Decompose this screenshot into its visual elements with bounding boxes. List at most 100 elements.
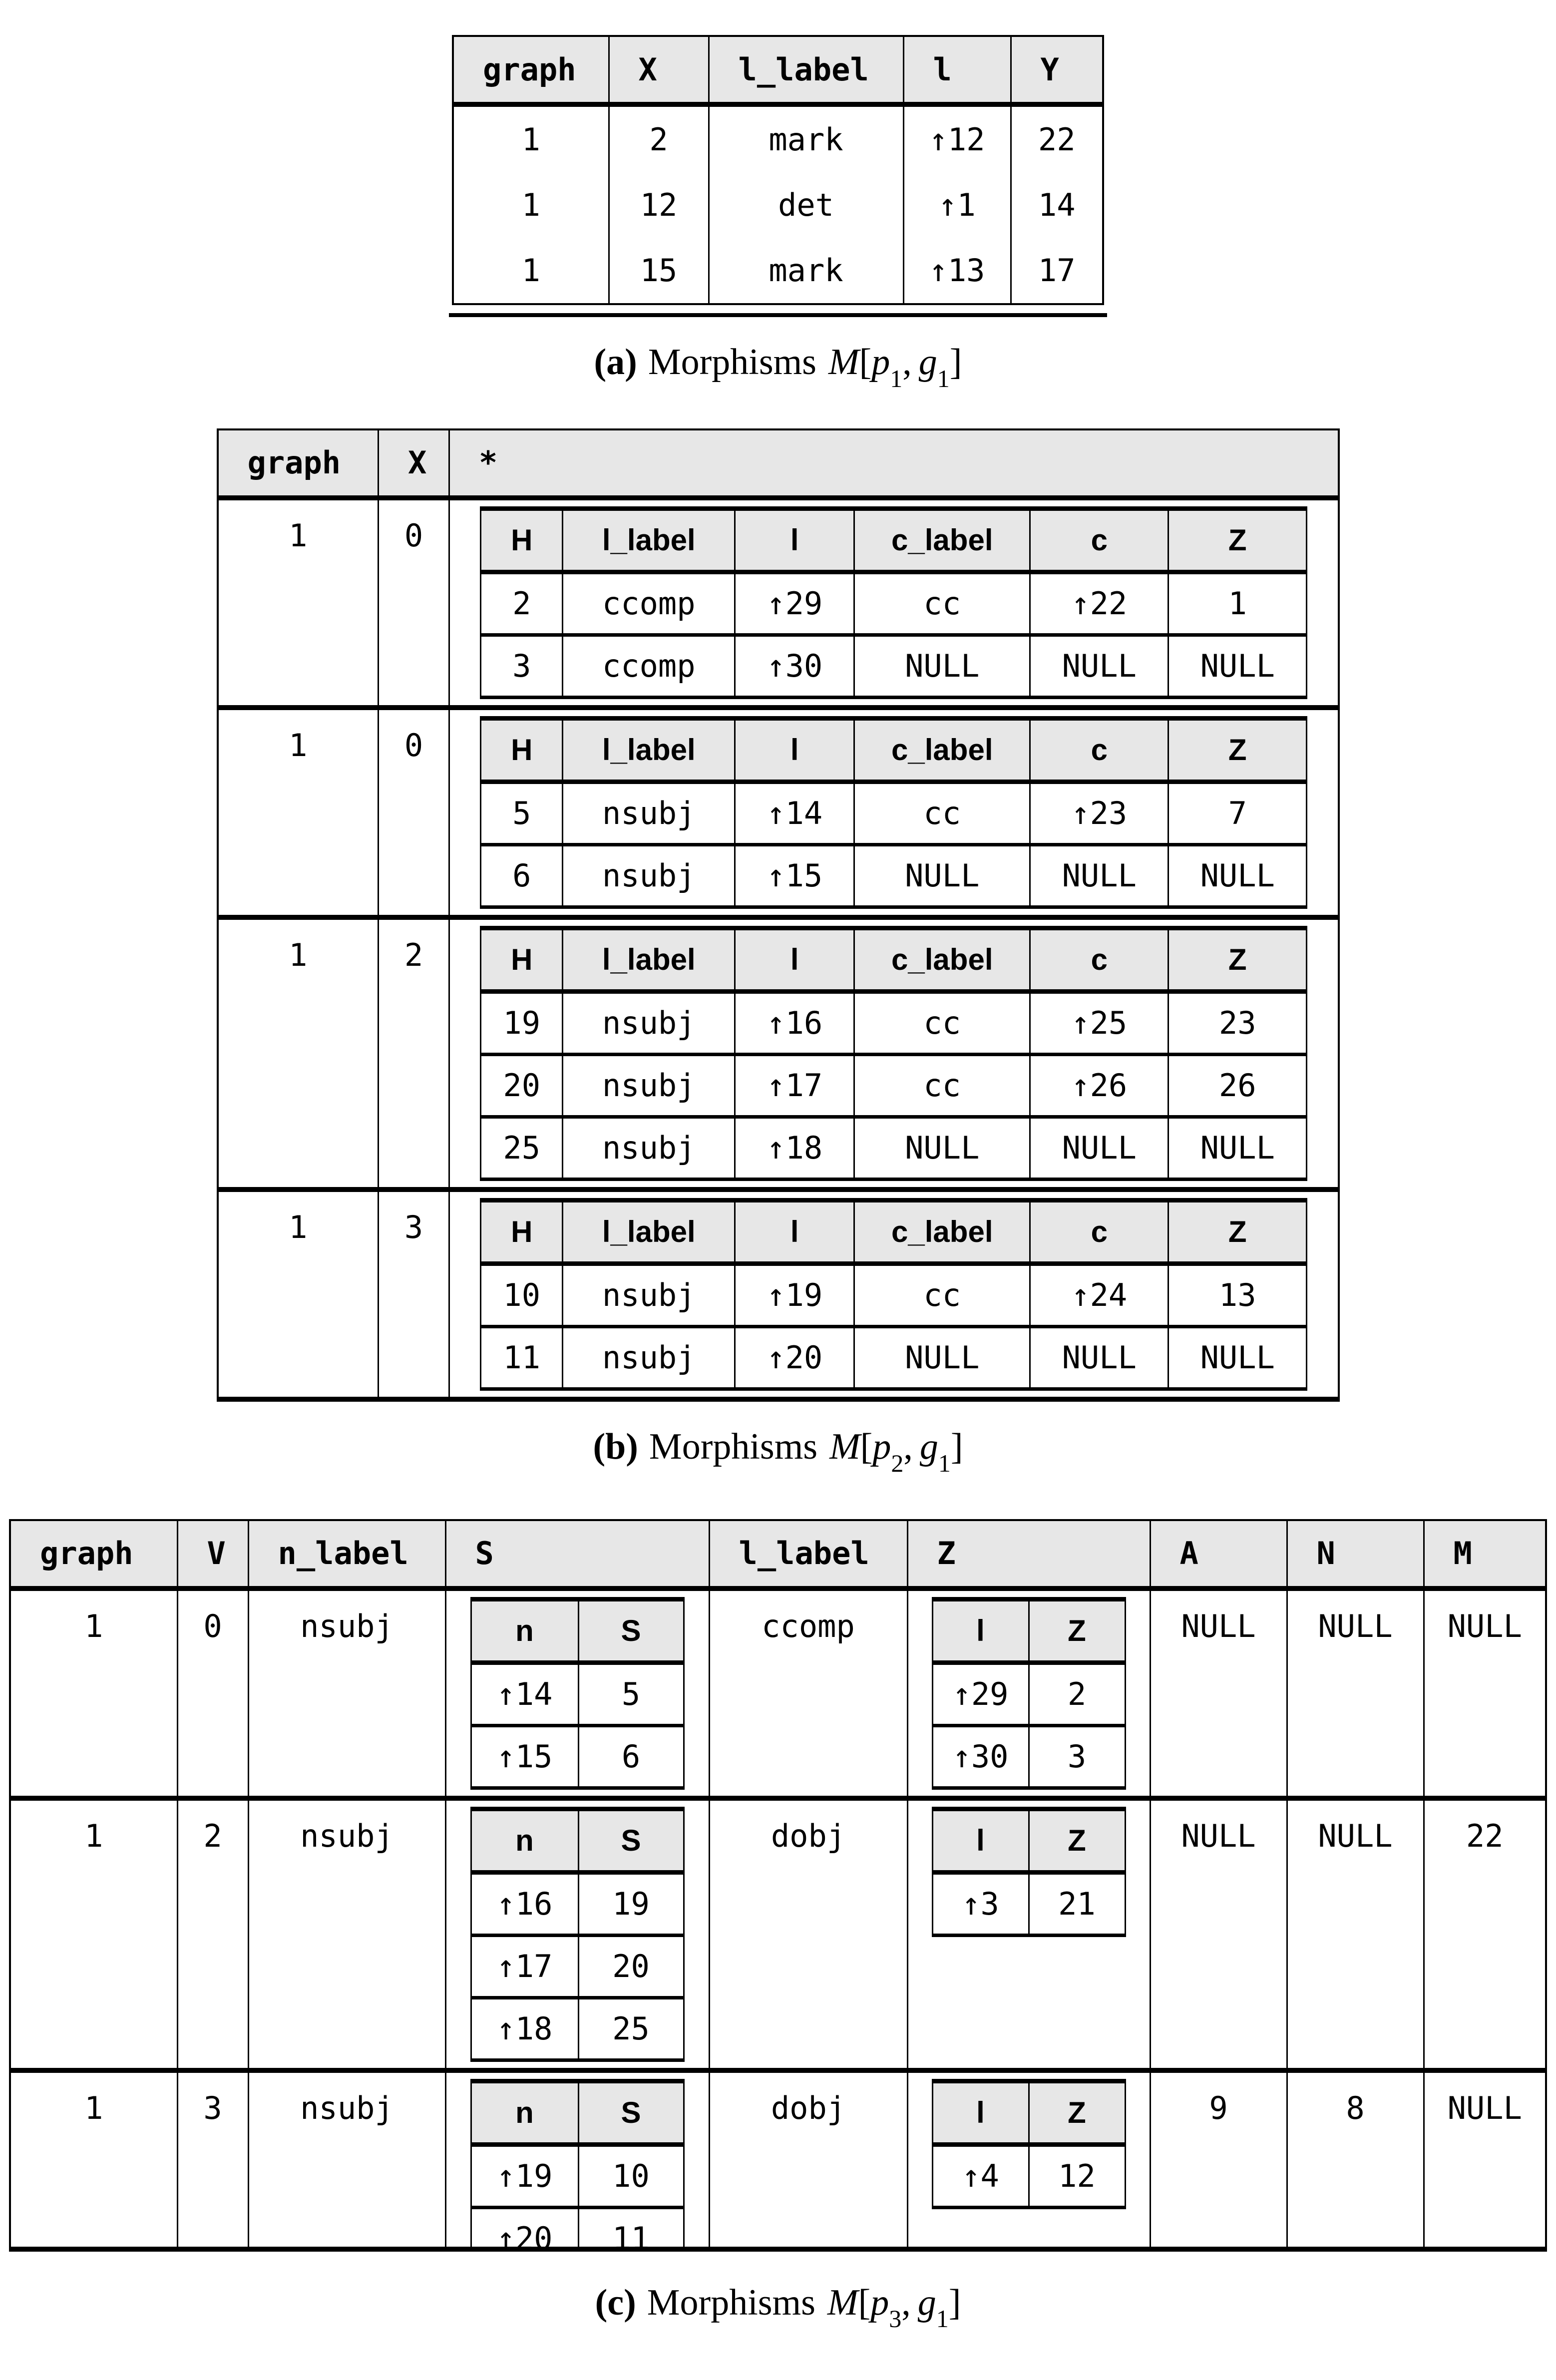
table-cell: dobj — [708, 1795, 907, 2070]
nested-cell: 19 — [480, 989, 563, 1055]
nested-cell: 5 — [577, 1660, 684, 1726]
nested-cell: NULL — [1029, 842, 1168, 907]
table-cell: ccomp — [708, 1586, 907, 1798]
nested-cell: nsubj — [562, 1261, 735, 1327]
nested-cell: 20 — [577, 1933, 684, 1998]
nested-row: 19 nsubj ↑16 cc ↑25 23 — [480, 989, 1307, 1055]
table-cell: NULL — [1149, 1586, 1287, 1798]
nested-column-header: Z — [1167, 718, 1307, 784]
nested-header-row: n S — [471, 2081, 684, 2147]
nested-row: 2 ccomp ↑29 cc ↑22 1 — [480, 570, 1307, 635]
nested-cell: ↑26 — [1029, 1052, 1168, 1117]
nested-cell: nsubj — [562, 989, 735, 1055]
column-header: Y — [1010, 36, 1103, 107]
table-c-header-row: graph V n_label S l_label Z A N M — [10, 1520, 1546, 1591]
table-cell: 8 — [1286, 2067, 1424, 2249]
column-header: A — [1149, 1520, 1287, 1591]
nested-cell: cc — [853, 570, 1030, 635]
nested-z-table: l Z ↑3 21 — [931, 1806, 1126, 1937]
nested-column-header: l_label — [562, 928, 735, 994]
column-header: X — [608, 36, 709, 107]
nested-column-header: l — [932, 1599, 1029, 1665]
column-header: l — [902, 36, 1011, 107]
table-row: 1 15 mark ↑13 17 — [453, 238, 1103, 304]
nested-column-header: c_label — [853, 1200, 1030, 1266]
nested-cell: NULL — [853, 1324, 1030, 1389]
nested-column-header: Z — [1028, 1809, 1125, 1875]
nested-cell: nsubj — [562, 1052, 735, 1117]
nested-row: ↑19 10 — [471, 2142, 684, 2208]
nested-column-header: H — [480, 718, 563, 784]
nested-cell: NULL — [1029, 633, 1168, 698]
group-row: 1 3 nsubj n S ↑1 — [10, 2067, 1546, 2249]
table-cell: NULL — [1423, 1586, 1546, 1798]
table-cell: 1 — [10, 1795, 177, 2070]
table-cell: dobj — [708, 2067, 907, 2249]
table-cell: 1 — [217, 1187, 379, 1399]
nested-cell: ↑20 — [734, 1324, 854, 1389]
nested-s-table: n S ↑16 19 ↑17 20 — [470, 1806, 685, 2062]
table-cell: 2 — [176, 1795, 248, 2070]
nested-header-row: H l_label l c_label c Z — [480, 1200, 1307, 1266]
nested-column-header: c_label — [853, 718, 1030, 784]
nested-header-row: n S — [471, 1809, 684, 1875]
table-cell: 2 — [608, 104, 709, 172]
nested-column-header: l — [734, 508, 854, 574]
group-row: 1 0 H l_label l c_label c Z — [217, 705, 1339, 917]
nested-row: ↑16 19 — [471, 1870, 684, 1936]
table-cell: 14 — [1010, 172, 1103, 238]
nested-column-header: c — [1029, 928, 1168, 994]
caption-c: (c) Morphisms M[p3, g1] — [595, 2281, 961, 2332]
nested-cell: 11 — [480, 1324, 563, 1389]
nested-cell: 10 — [577, 2142, 684, 2208]
table-a-bottom-rule — [449, 313, 1107, 317]
table-cell: 1 — [217, 914, 379, 1190]
nested-table-cell: n S ↑16 19 ↑17 20 — [444, 1795, 709, 2070]
nested-column-header: S — [577, 1599, 684, 1665]
nested-column-header: c_label — [853, 508, 1030, 574]
nested-row: 6 nsubj ↑15 NULL NULL NULL — [480, 842, 1307, 907]
nested-s-table: n S ↑19 10 ↑20 11 — [470, 2078, 685, 2247]
nested-column-header: c — [1029, 508, 1168, 574]
table-cell: 1 — [521, 121, 540, 158]
nested-column-header: Z — [1167, 508, 1307, 574]
nested-column-header: l_label — [562, 1200, 735, 1266]
nested-cell: 23 — [1167, 989, 1307, 1055]
nested-column-header: Z — [1167, 928, 1307, 994]
group-row: 1 0 nsubj n S ↑14 5 — [10, 1586, 1546, 1798]
nested-header-row: l Z — [932, 1809, 1125, 1875]
nested-header-row: H l_label l c_label c Z — [480, 718, 1307, 784]
nested-cell: ↑30 — [734, 633, 854, 698]
caption-label: (b) — [593, 1426, 638, 1467]
table-cell: 1 — [521, 252, 540, 289]
group-row: 1 3 H l_label l c_label c Z — [217, 1187, 1339, 1399]
nested-column-header: l — [734, 1200, 854, 1266]
nested-cell: ↑15 — [734, 842, 854, 907]
table-cell: NULL — [1423, 2067, 1546, 2249]
column-header: X — [378, 429, 449, 500]
nested-cell: 25 — [577, 1995, 684, 2060]
nested-row: ↑4 12 — [932, 2142, 1125, 2208]
column-header: l_label — [708, 36, 903, 107]
caption-label: (a) — [594, 342, 637, 383]
nested-row: 11 nsubj ↑20 NULL NULL NULL — [480, 1324, 1307, 1389]
nested-header-row: H l_label l c_label c Z — [480, 508, 1307, 574]
caption-math: M[p2, g1] — [829, 1426, 963, 1477]
nested-cell: ccomp — [562, 570, 735, 635]
nested-cell: 3 — [480, 633, 563, 698]
figure-b: graph X * 1 0 H l_label l — [0, 428, 1556, 1477]
table-cell: 0 — [378, 705, 449, 917]
nested-cell: 10 — [480, 1261, 563, 1327]
column-header: n_label — [247, 1520, 445, 1591]
nested-cell: NULL — [1167, 1115, 1307, 1180]
nested-row: ↑14 5 — [471, 1660, 684, 1726]
nested-cell: ↑15 — [471, 1723, 578, 1788]
nested-cell: ↑16 — [471, 1870, 578, 1936]
nested-table-cell: l Z ↑3 21 — [906, 1795, 1150, 2070]
nested-column-header: c — [1029, 718, 1168, 784]
table-cell: 1 — [521, 187, 540, 223]
figure-a: graph X l_label l Y 1 2 mark ↑12 22 1 12… — [0, 35, 1556, 391]
nested-cell: ↑4 — [932, 2142, 1029, 2208]
column-header: V — [176, 1520, 248, 1591]
nested-column-header: S — [577, 2081, 684, 2147]
